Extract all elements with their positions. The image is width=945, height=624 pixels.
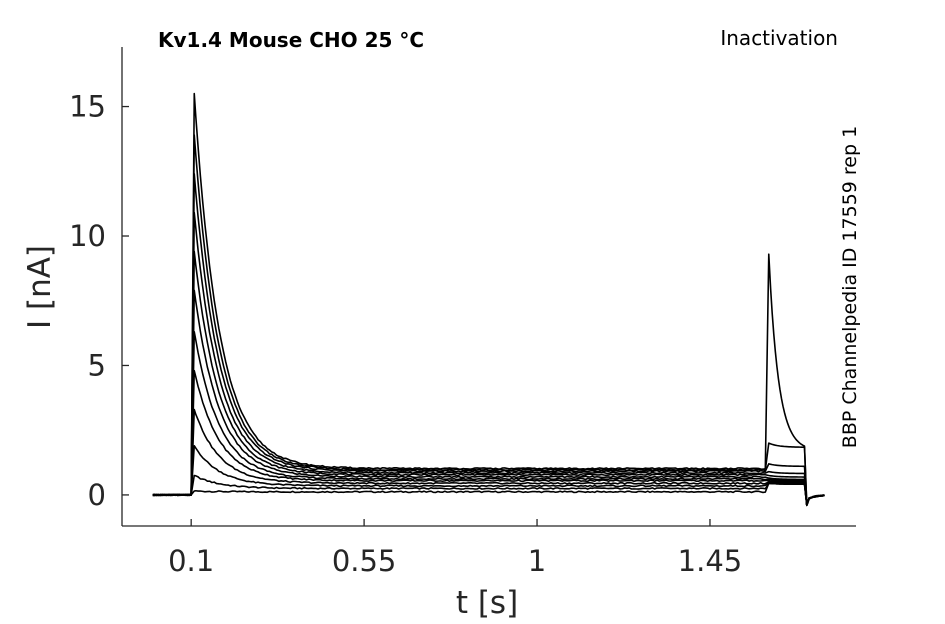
sweep-trace-3 (152, 444, 825, 507)
protocol-label: Inactivation (720, 26, 838, 50)
sweep-trace-10 (152, 173, 825, 507)
sweep-trace-12 (152, 92, 825, 507)
x-tick-label: 0.1 (168, 544, 214, 578)
x-tick-label: 1 (528, 544, 546, 578)
plot-axes (121, 47, 856, 527)
sweep-trace-8 (152, 250, 825, 507)
x-ticks: 0.1 0.55 1 1.45 (168, 519, 742, 578)
x-tick-label: 0.55 (332, 544, 397, 578)
y-tick-label: 5 (88, 348, 106, 382)
source-label: BBP Channelpedia ID 17559 rep 1 (839, 126, 861, 448)
chart-title: Kv1.4 Mouse CHO 25 °C (158, 28, 424, 52)
sweep-trace-6 (152, 331, 825, 507)
sweep-trace-2 (152, 474, 825, 507)
y-tick-label: 10 (69, 219, 106, 253)
sweep-trace-11 (152, 134, 825, 507)
sweep-trace-1 (152, 482, 825, 507)
x-axis-label: t [s] (456, 585, 518, 621)
y-tick-label: 15 (69, 90, 106, 124)
sweep-trace-9 (152, 211, 825, 507)
sweep-trace-4 (152, 408, 825, 507)
y-tick-label: 0 (88, 478, 106, 512)
sweep-trace-7 (152, 289, 825, 507)
y-axis-label: I [nA] (22, 245, 58, 329)
y-ticks: 0 5 10 15 (69, 90, 129, 512)
x-tick-label: 1.45 (678, 544, 743, 578)
current-traces (152, 92, 825, 507)
sweep-trace-5 (152, 369, 825, 507)
